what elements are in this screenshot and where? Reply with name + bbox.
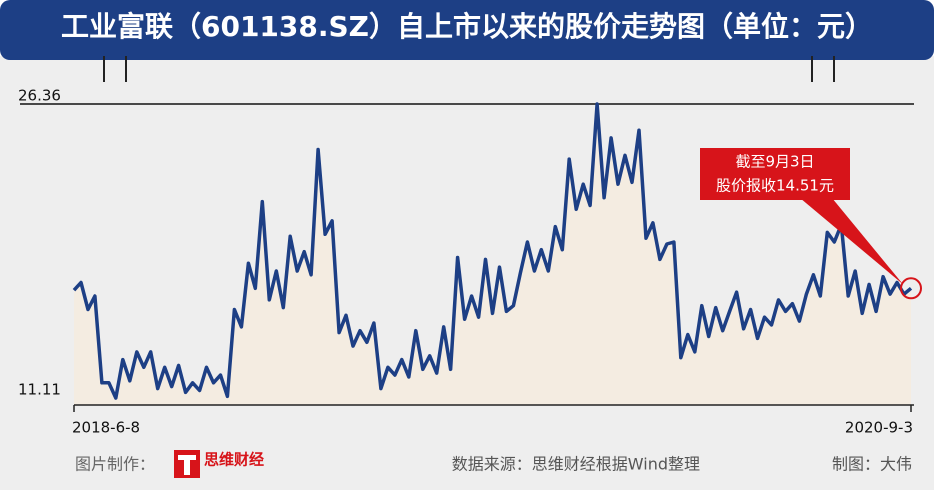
y-tick-label: 26.36 — [18, 87, 61, 105]
credit: 图片制作： — [75, 455, 155, 474]
logo-icon-stem — [184, 460, 190, 475]
chart-title: 工业富联（601138.SZ）自上市以来的股价走势图（单位：元） — [61, 10, 873, 43]
title-banner — [0, 0, 934, 60]
y-tick-label: 11.11 — [18, 381, 61, 399]
annotation-box — [700, 148, 850, 200]
decor-ticks — [103, 56, 835, 82]
logo-icon-bar — [178, 455, 196, 460]
annotation-text: 股价报收14.51元 — [716, 177, 834, 195]
author: 制图：大伟 — [832, 455, 912, 474]
logo-text: 思维财经 — [204, 451, 264, 469]
area — [74, 104, 911, 405]
background — [0, 56, 934, 490]
annotation-text: 截至9月3日 — [735, 153, 814, 171]
source: 数据来源：思维财经根据Wind整理 — [452, 455, 700, 474]
price-line — [72, 102, 913, 400]
annotation-circle — [900, 277, 922, 300]
x-tick-label: 2018-6-8 — [72, 419, 140, 437]
annotation-pointer — [800, 198, 903, 285]
x-tick-label: 2020-9-3 — [845, 419, 913, 437]
